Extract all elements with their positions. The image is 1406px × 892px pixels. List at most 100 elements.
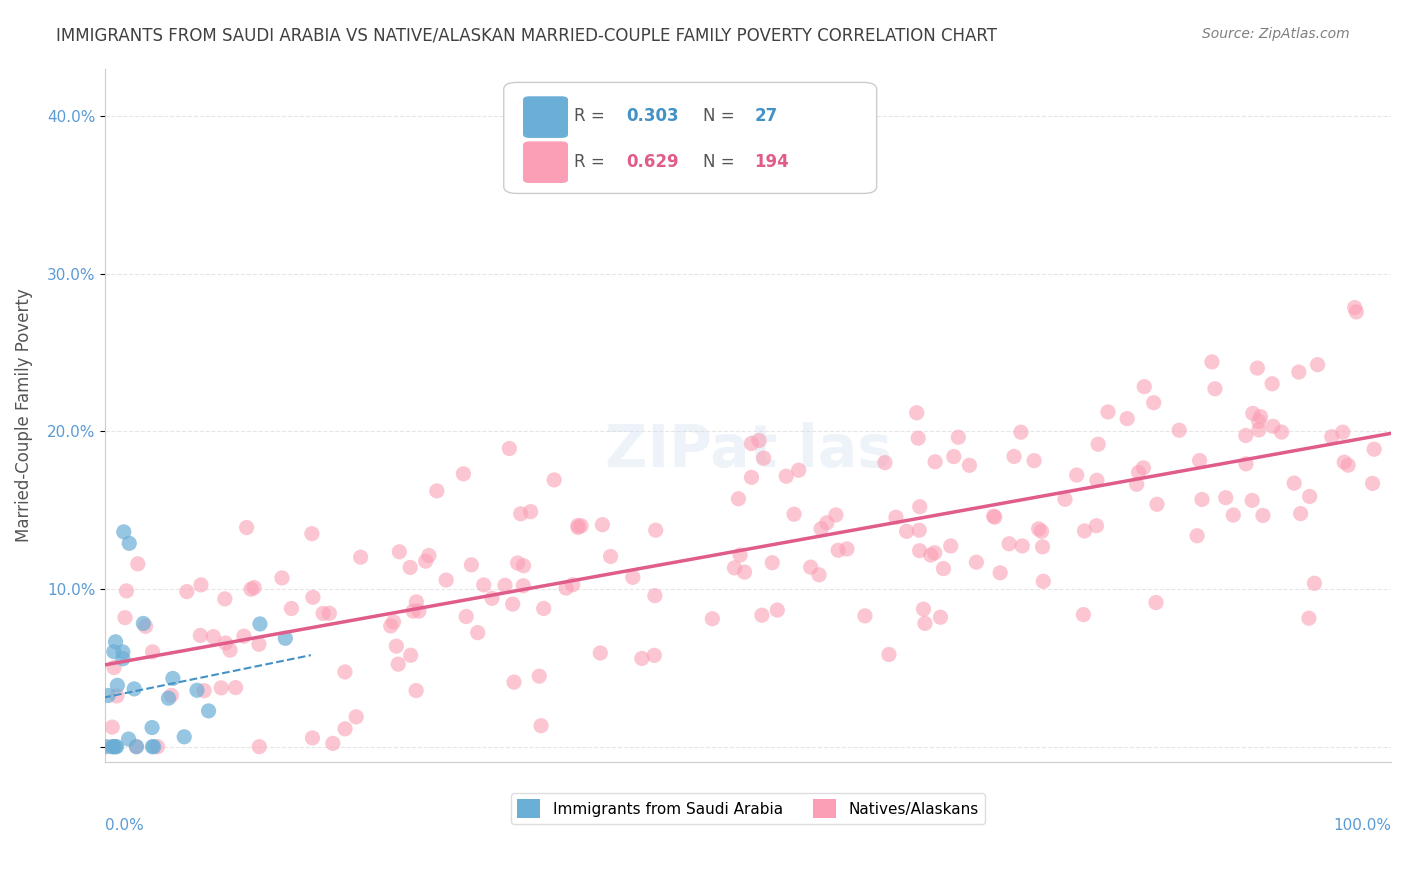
Point	[1234, 457, 1257, 471]
Point	[1204, 382, 1226, 396]
Point	[761, 556, 783, 570]
FancyBboxPatch shape	[523, 142, 568, 183]
Point	[141, 739, 163, 754]
Point	[727, 491, 749, 506]
Point	[1247, 423, 1270, 437]
Point	[301, 731, 323, 745]
Point	[100, 739, 122, 754]
Text: 0.629: 0.629	[626, 153, 679, 171]
Point	[349, 550, 371, 565]
Point	[1306, 358, 1329, 372]
Point	[1201, 355, 1223, 369]
Point	[1032, 574, 1054, 589]
Text: 0.303: 0.303	[626, 107, 679, 125]
Point	[225, 681, 247, 695]
Point	[766, 603, 789, 617]
Point	[385, 639, 408, 653]
Point	[1125, 477, 1147, 491]
Point	[399, 560, 422, 574]
Point	[125, 739, 148, 754]
Point	[1289, 507, 1312, 521]
Point	[884, 510, 907, 524]
Point	[808, 567, 831, 582]
Point	[243, 581, 266, 595]
Point	[1247, 414, 1270, 428]
Point	[748, 434, 770, 448]
Point	[908, 523, 931, 537]
Point	[467, 625, 489, 640]
Point	[835, 541, 858, 556]
Point	[752, 451, 775, 466]
Text: 100.0%: 100.0%	[1333, 818, 1391, 833]
Point	[280, 601, 302, 615]
Point	[827, 543, 849, 558]
Point	[908, 543, 931, 558]
Point	[190, 578, 212, 592]
Point	[948, 430, 970, 444]
Point	[1337, 458, 1360, 473]
Text: 0.0%: 0.0%	[105, 818, 143, 833]
Point	[125, 739, 148, 754]
Point	[135, 619, 157, 633]
Point	[920, 548, 942, 562]
Point	[103, 739, 125, 754]
Point	[141, 721, 163, 735]
Point	[502, 597, 524, 611]
Text: Source: ZipAtlas.com: Source: ZipAtlas.com	[1202, 27, 1350, 41]
Point	[783, 507, 806, 521]
Point	[318, 607, 340, 621]
Point	[723, 561, 745, 575]
FancyBboxPatch shape	[523, 96, 568, 138]
Point	[924, 546, 946, 560]
Point	[1362, 442, 1385, 457]
Point	[1191, 492, 1213, 507]
Point	[104, 739, 127, 754]
Point	[112, 524, 135, 539]
Point	[232, 629, 254, 643]
Point	[983, 509, 1005, 524]
Point	[1282, 476, 1305, 491]
Point	[186, 683, 208, 698]
Point	[591, 517, 613, 532]
Point	[96, 739, 118, 754]
Point	[132, 616, 155, 631]
Point	[702, 612, 724, 626]
Point	[333, 722, 356, 736]
Point	[1222, 508, 1244, 522]
Point	[1053, 492, 1076, 507]
Point	[197, 704, 219, 718]
Point	[301, 526, 323, 541]
Point	[240, 582, 263, 597]
Point	[1073, 607, 1095, 622]
Point	[322, 736, 344, 750]
Point	[388, 545, 411, 559]
Point	[1333, 455, 1355, 469]
Point	[907, 431, 929, 445]
Point	[1073, 524, 1095, 538]
Point	[1241, 493, 1264, 508]
Point	[157, 691, 180, 706]
Point	[101, 720, 124, 734]
Point	[333, 665, 356, 679]
Point	[105, 678, 128, 692]
Text: 194: 194	[755, 153, 789, 171]
Point	[1116, 411, 1139, 425]
Point	[1298, 489, 1320, 503]
Point	[105, 689, 128, 703]
Point	[214, 636, 236, 650]
Point	[118, 536, 141, 550]
Point	[787, 463, 810, 477]
Point	[998, 537, 1021, 551]
Point	[965, 555, 987, 569]
Point	[173, 730, 195, 744]
Point	[631, 651, 654, 665]
Point	[1303, 576, 1326, 591]
Point	[146, 739, 169, 754]
Point	[519, 505, 541, 519]
Point	[643, 648, 665, 663]
Point	[1085, 518, 1108, 533]
Point	[815, 516, 838, 530]
Point	[1087, 437, 1109, 451]
Point	[567, 518, 589, 533]
Point	[533, 601, 555, 615]
